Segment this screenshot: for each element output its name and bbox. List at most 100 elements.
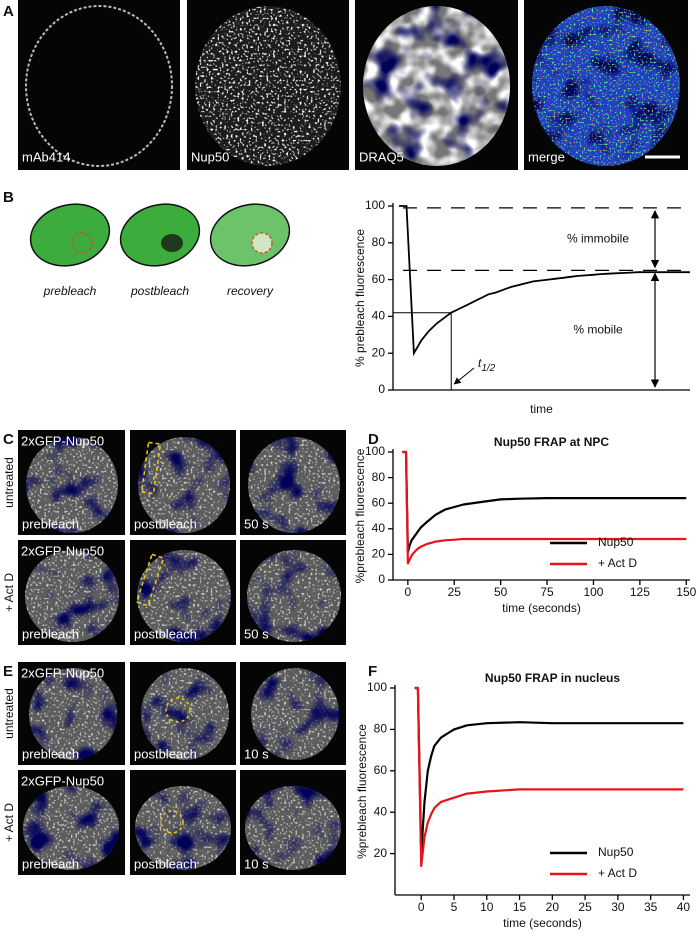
bleach-roi bbox=[140, 441, 162, 495]
x-tick-label: 25 bbox=[448, 585, 462, 599]
row-label: + Act D bbox=[2, 573, 16, 612]
legend-label: Nup50 bbox=[598, 845, 634, 859]
annotation: t1/2 bbox=[478, 356, 496, 373]
y-tick-label: 20 bbox=[372, 547, 386, 561]
image-title: 2xGFP-Nup50 bbox=[21, 665, 104, 680]
annotation-subscript: 1/2 bbox=[481, 363, 495, 374]
cell-schematic bbox=[209, 203, 291, 267]
y-tick-label: 80 bbox=[372, 470, 386, 484]
y-tick-label: 0 bbox=[378, 572, 385, 586]
image-label: postbleach bbox=[134, 856, 197, 871]
y-tick-label: 100 bbox=[365, 444, 385, 458]
pointer-arrow bbox=[453, 367, 475, 385]
data-line bbox=[414, 686, 684, 855]
chart-title: Nup50 FRAP at NPC bbox=[494, 435, 609, 449]
x-tick-label: 75 bbox=[540, 585, 554, 599]
x-tick-label: 5 bbox=[451, 900, 458, 914]
dark-texture bbox=[138, 437, 230, 533]
annotation-symbol: t bbox=[478, 356, 482, 370]
dark-texture bbox=[248, 437, 340, 533]
y-axis-label: %prebleach fluorescence bbox=[353, 448, 367, 583]
image-label: prebleach bbox=[22, 746, 79, 761]
dark-texture bbox=[141, 668, 229, 760]
panel-letter: D bbox=[368, 431, 379, 448]
legend-label: Nup50 bbox=[598, 535, 634, 549]
dark-texture bbox=[25, 550, 119, 642]
y-axis-label: %prebleach fluorescence bbox=[355, 724, 369, 859]
bleach-roi bbox=[71, 232, 93, 254]
dark-texture bbox=[251, 668, 339, 760]
x-axis-label: time (seconds) bbox=[503, 916, 582, 930]
image-label: mAb414 bbox=[22, 149, 70, 164]
data-line bbox=[414, 686, 684, 868]
schematic-label: prebleach bbox=[43, 284, 97, 298]
x-tick-label: 0 bbox=[418, 900, 425, 914]
speckle bbox=[195, 6, 341, 166]
image-title: 2xGFP-Nup50 bbox=[21, 543, 104, 558]
x-tick-label: 10 bbox=[480, 900, 494, 914]
y-tick-label: 40 bbox=[372, 521, 386, 535]
bleach-spot bbox=[161, 234, 183, 252]
dark-texture bbox=[245, 786, 341, 870]
chart-title: Nup50 FRAP in nucleus bbox=[485, 671, 620, 685]
x-tick-label: 20 bbox=[546, 900, 560, 914]
panel-letter: B bbox=[3, 189, 14, 206]
schematic-label: postbleach bbox=[130, 284, 189, 298]
x-tick-label: 0 bbox=[405, 585, 412, 599]
data-line bbox=[402, 450, 687, 553]
panel-letter: C bbox=[3, 431, 14, 448]
x-tick-label: 25 bbox=[578, 900, 592, 914]
annotation: % immobile bbox=[567, 231, 629, 245]
data-line bbox=[402, 450, 687, 565]
y-tick-label: 100 bbox=[365, 198, 385, 212]
y-axis-label: % prebleach fluorescence bbox=[353, 229, 367, 367]
recovered-spot bbox=[252, 233, 272, 253]
image-label: DRAQ5 bbox=[359, 149, 404, 164]
image-title: 2xGFP-Nup50 bbox=[21, 773, 104, 788]
nuclear-rim bbox=[25, 5, 173, 167]
legend-label: + Act D bbox=[598, 866, 637, 880]
x-tick-label: 15 bbox=[513, 900, 527, 914]
image-label: postbleach bbox=[134, 626, 197, 641]
bleach-roi bbox=[251, 232, 273, 254]
y-tick-label: 80 bbox=[374, 722, 388, 736]
y-tick-label: 100 bbox=[367, 680, 387, 694]
legend-label: + Act D bbox=[598, 556, 637, 570]
x-tick-label: 35 bbox=[644, 900, 658, 914]
image-title: 2xGFP-Nup50 bbox=[21, 433, 104, 448]
row-label: untreated bbox=[2, 688, 16, 739]
panel-letter: E bbox=[3, 663, 13, 680]
image-label: Nup50 bbox=[191, 149, 229, 164]
dark-texture bbox=[137, 550, 231, 642]
image-label: 10 s bbox=[244, 746, 269, 761]
y-tick-label: 20 bbox=[374, 846, 388, 860]
micrograph bbox=[18, 0, 180, 170]
data-line bbox=[399, 205, 690, 357]
image-label: 50 s bbox=[244, 516, 269, 531]
y-tick-label: 60 bbox=[372, 495, 386, 509]
dark-texture bbox=[29, 668, 117, 760]
schematic-label: recovery bbox=[227, 284, 274, 298]
panel-letter: A bbox=[3, 3, 14, 20]
x-tick-label: 100 bbox=[583, 585, 603, 599]
x-axis-label: time (seconds) bbox=[502, 601, 581, 615]
cell-schematic bbox=[119, 203, 201, 267]
y-tick-label: 80 bbox=[372, 235, 386, 249]
image-label: prebleach bbox=[22, 516, 79, 531]
annotation: % mobile bbox=[573, 322, 623, 336]
cell-schematic bbox=[29, 203, 111, 267]
x-tick-label: 125 bbox=[630, 585, 650, 599]
red-speckle bbox=[532, 6, 680, 166]
image-label: 10 s bbox=[244, 856, 269, 871]
x-tick-label: 40 bbox=[677, 900, 691, 914]
y-tick-label: 60 bbox=[372, 272, 386, 286]
image-label: merge bbox=[528, 149, 565, 164]
dark-texture bbox=[247, 550, 341, 642]
image-label: prebleach bbox=[22, 856, 79, 871]
bleach-roi bbox=[160, 810, 184, 834]
row-label: + Act D bbox=[2, 803, 16, 842]
bleach-roi bbox=[135, 553, 165, 607]
image-label: postbleach bbox=[134, 746, 197, 761]
